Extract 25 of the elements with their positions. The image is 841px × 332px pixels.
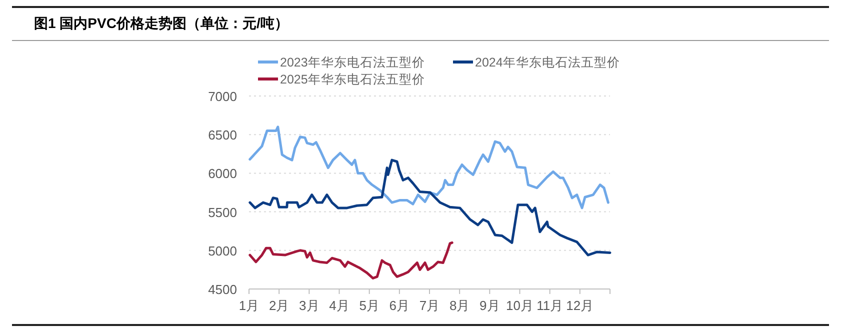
y-tick-label: 6000 (208, 166, 237, 182)
legend-label: 2023年华东电石法五型价 (280, 56, 425, 70)
legend-label: 2025年华东电石法五型价 (280, 72, 425, 86)
line-series (248, 126, 610, 210)
x-tick-label: 3月 (299, 298, 320, 313)
y-tick-label: 7000 (208, 89, 237, 104)
x-tick-label: 7月 (419, 298, 440, 313)
x-tick-label: 9月 (480, 298, 500, 313)
x-tick-label: 2月 (268, 298, 290, 313)
y-tick-label: 4500 (208, 282, 237, 297)
y-tick-label: 5000 (208, 243, 237, 258)
y-tick-label: 6500 (208, 128, 237, 143)
x-tick-label: 5月 (359, 298, 380, 313)
x-tick-label: 6月 (389, 298, 410, 313)
line-series (248, 158, 612, 256)
chart-title: 图1 国内PVC价格走势图（单位：元/吨） (34, 15, 288, 31)
line-series (248, 241, 454, 280)
x-tick-label: 8月 (449, 298, 470, 313)
y-tick-label: 5500 (208, 204, 237, 220)
x-tick-label: 11月 (536, 298, 564, 313)
legend-label: 2024年华东电石法五型价 (475, 56, 620, 70)
x-tick-label: 4月 (329, 298, 350, 313)
x-tick-label: 10月 (506, 298, 534, 313)
x-tick-label: 12月 (566, 298, 594, 313)
x-tick-label: 1月 (238, 298, 260, 313)
